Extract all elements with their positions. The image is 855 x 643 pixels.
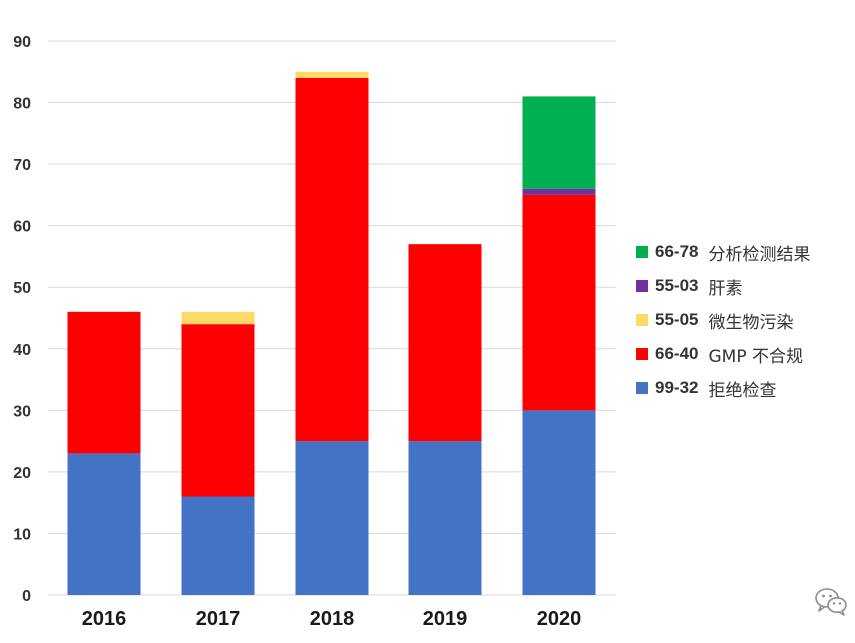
x-tick-label-2018: 2018 xyxy=(310,608,355,630)
x-tick-label-2017: 2017 xyxy=(196,608,241,630)
bar-segment-2017-55-05 xyxy=(181,311,255,325)
bar-segment-2018-55-05 xyxy=(295,71,369,78)
legend-label: 肝素 xyxy=(708,278,743,299)
y-tick-label: 10 xyxy=(13,526,31,543)
bar-segment-2019-99-32 xyxy=(408,441,482,595)
legend-swatch xyxy=(636,246,648,258)
y-tick-label: 30 xyxy=(13,403,31,420)
legend-swatch xyxy=(636,382,648,394)
legend-swatch xyxy=(636,348,648,360)
y-tick-label: 80 xyxy=(13,96,31,113)
bar-segment-2019-66-40 xyxy=(408,244,482,442)
y-tick-label: 70 xyxy=(13,157,31,174)
legend-label: 拒绝检查 xyxy=(708,380,777,401)
legend-item-99-32: 99-32 拒绝检查 xyxy=(636,371,851,405)
y-axis-tick-labels: 0 10 20 30 40 50 60 70 80 90 xyxy=(13,34,31,605)
bar-segment-2017-66-40 xyxy=(181,324,255,497)
wechat-icon xyxy=(815,588,847,616)
legend-label: 分析检测结果 xyxy=(708,244,811,265)
x-tick-label-2020: 2020 xyxy=(537,608,582,630)
x-tick-label-2019: 2019 xyxy=(423,608,468,630)
bar-segment-2017-99-32 xyxy=(181,496,255,595)
bar-segment-2018-66-40 xyxy=(295,77,369,442)
legend-code: 66-78 xyxy=(655,242,699,261)
bar-segment-2018-99-32 xyxy=(295,441,369,595)
legend-code: 66-40 xyxy=(655,344,699,363)
y-tick-label: 40 xyxy=(13,342,31,359)
y-tick-label: 50 xyxy=(13,280,31,297)
legend-item-66-78: 66-78 分析检测结果 xyxy=(636,235,851,269)
y-tick-label: 0 xyxy=(22,588,31,605)
y-tick-label: 90 xyxy=(13,34,31,51)
bar-segment-2020-66-78 xyxy=(522,96,596,189)
x-tick-label-2016: 2016 xyxy=(82,608,127,630)
y-tick-label: 60 xyxy=(13,219,31,236)
legend-label: 微生物污染 xyxy=(708,312,794,333)
y-tick-label: 20 xyxy=(13,465,31,482)
bars xyxy=(67,71,596,595)
legend-swatch xyxy=(636,314,648,326)
chart-legend: 66-78 分析检测结果 55-03 肝素 55-05 微生物污染 66-40 GMP 不合规… xyxy=(636,235,851,405)
legend-code: 55-05 xyxy=(655,310,699,329)
legend-label: GMP 不合规 xyxy=(708,346,803,367)
legend-item-55-05: 55-05 微生物污染 xyxy=(636,303,851,337)
legend-code: 99-32 xyxy=(655,378,699,397)
bar-segment-2016-66-40 xyxy=(67,311,141,454)
legend-code: 55-03 xyxy=(655,276,699,295)
bar-segment-2020-66-40 xyxy=(522,194,596,411)
legend-swatch xyxy=(636,280,648,292)
bar-segment-2020-99-32 xyxy=(522,410,596,595)
legend-item-66-40: 66-40 GMP 不合规 xyxy=(636,337,851,371)
x-axis-tick-labels: 2016 2017 2018 2019 2020 xyxy=(82,608,582,630)
legend-item-55-03: 55-03 肝素 xyxy=(636,269,851,303)
bar-segment-2020-55-03 xyxy=(522,188,596,195)
bar-segment-2016-99-32 xyxy=(67,453,141,595)
